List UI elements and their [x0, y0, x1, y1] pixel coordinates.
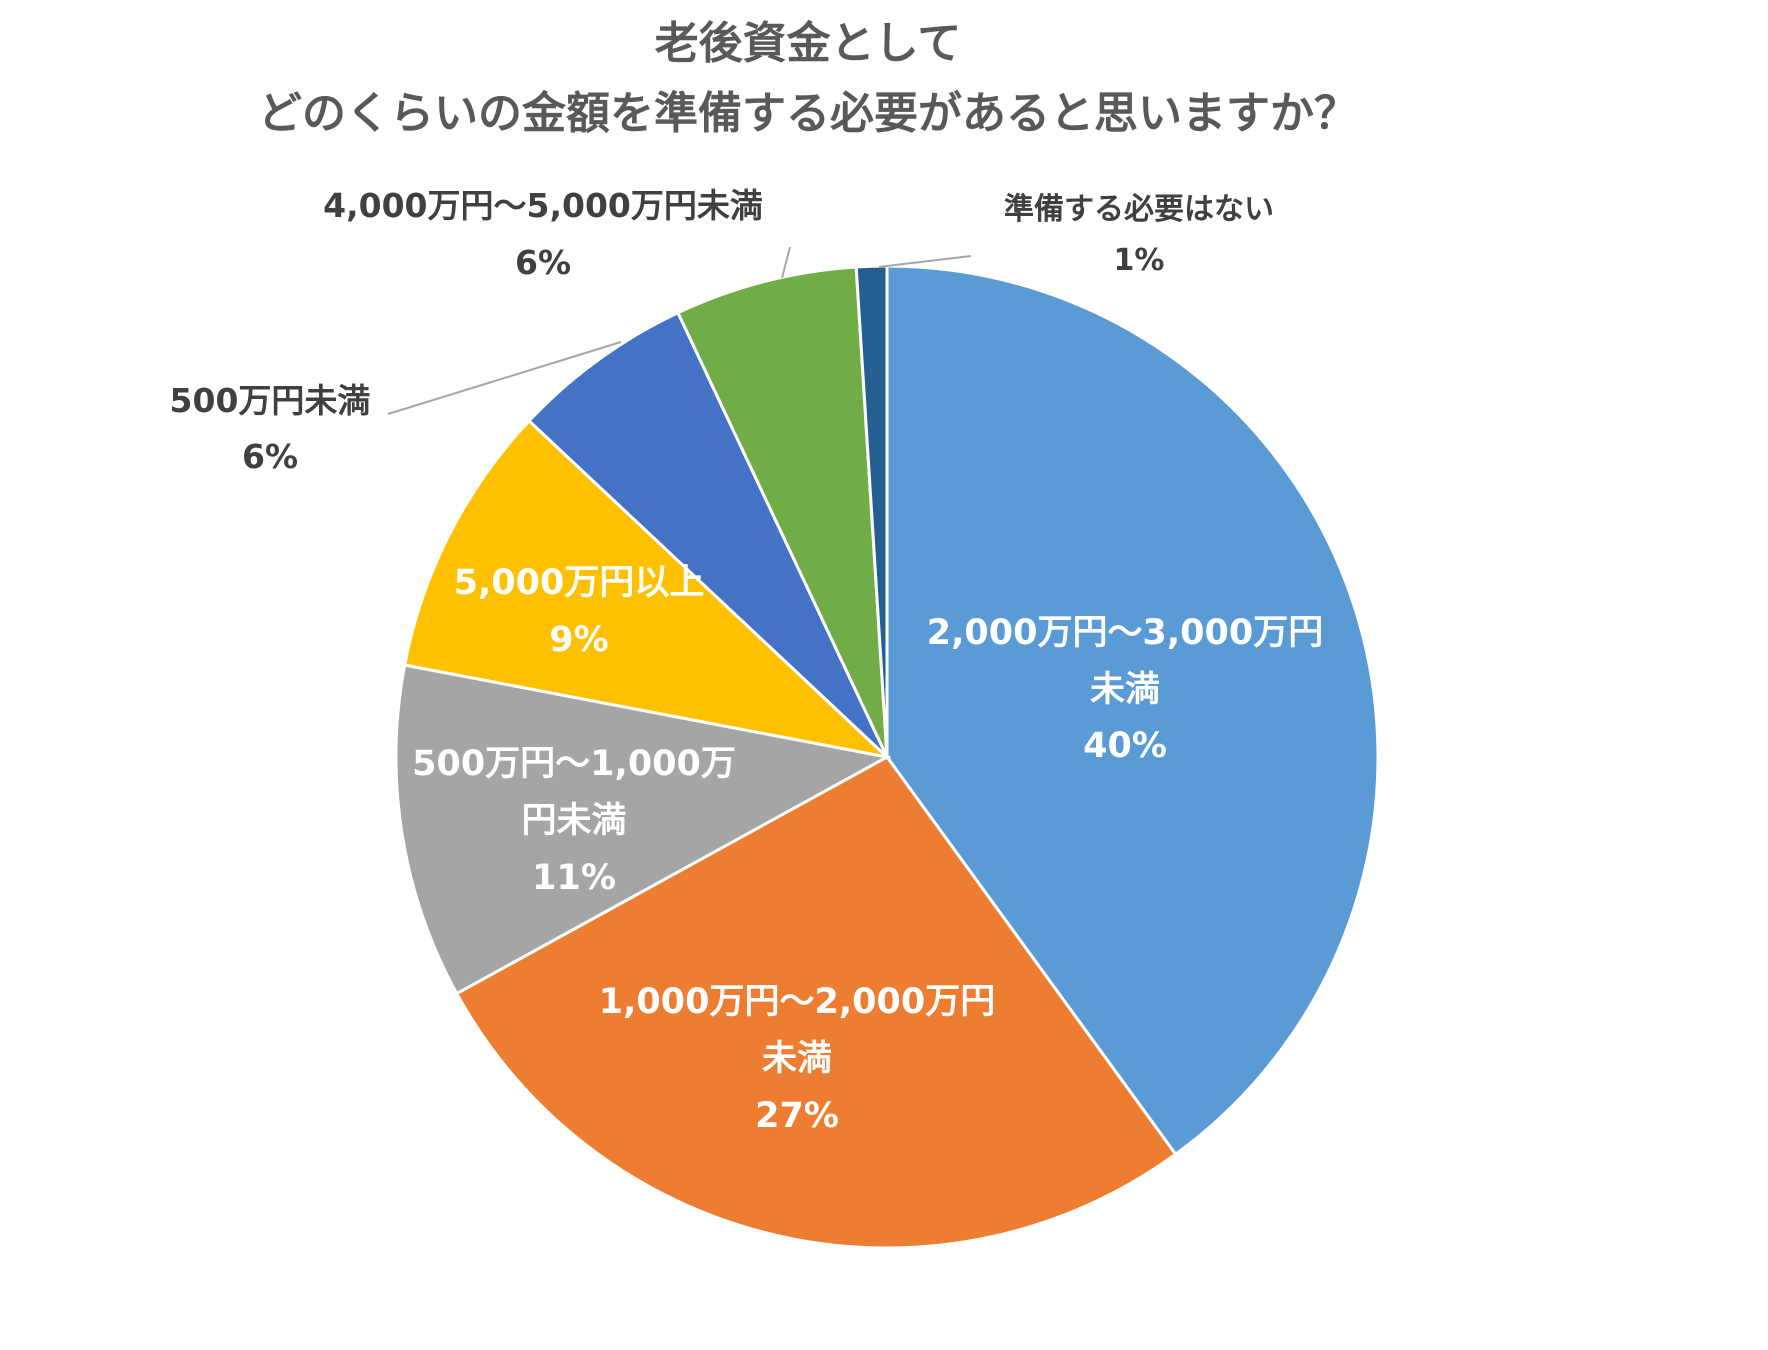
pie-slice-0 [885, 264, 1380, 1157]
leader-line-500-under [387, 341, 622, 415]
label-pct: 40% [1083, 726, 1167, 766]
label-text: 準備する必要はない [1004, 192, 1274, 227]
label-500-1000: 500万円～1,000万 円未満 11% [412, 744, 736, 898]
pie-slice-3 [402, 418, 892, 760]
label-text: 円未満 [521, 801, 626, 841]
chart-title-line-2: どのくらいの金額を準備する必要があると思いますか？ [258, 88, 1358, 139]
pie-slice-5 [675, 265, 889, 758]
label-pct: 9% [549, 620, 608, 660]
label-2000-3000: 2,000万円～3,000万円 未満 40% [927, 613, 1323, 766]
chart-title-line-1: 老後資金として [655, 18, 962, 69]
pie-slice-1 [454, 755, 1178, 1250]
leader-line-no-need [878, 255, 972, 268]
label-text: 2,000万円～3,000万円 [927, 613, 1323, 653]
leader-line-4000-5000 [781, 246, 791, 279]
label-pct: 27% [755, 1096, 839, 1136]
leader-lines [387, 246, 972, 415]
label-text: 1,000万円～2,000万円 [599, 982, 995, 1022]
label-pct: 1% [1114, 243, 1165, 278]
label-text: 500万円～1,000万 [412, 744, 736, 784]
label-1000-2000: 1,000万円～2,000万円 未満 27% [599, 982, 995, 1136]
label-text: 未満 [762, 1039, 832, 1079]
label-pct: 11% [532, 858, 616, 898]
pie-slice-2 [394, 663, 892, 996]
pie-slices [394, 264, 1380, 1250]
label-4000-5000: 4,000万円～5,000万円未満 6% [323, 186, 763, 282]
pie-slice-4 [526, 310, 889, 759]
label-500-under: 500万円未満 6% [170, 381, 371, 476]
label-text: 500万円未満 [170, 381, 371, 420]
label-pct: 6% [242, 437, 298, 476]
label-pct: 6% [515, 243, 571, 282]
label-text: 5,000万円以上 [454, 563, 705, 603]
label-no-need: 準備する必要はない 1% [1004, 192, 1274, 278]
label-text: 未満 [1090, 670, 1160, 710]
label-text: 4,000万円～5,000万円未満 [323, 186, 763, 225]
label-5000-over: 5,000万円以上 9% [454, 563, 705, 660]
